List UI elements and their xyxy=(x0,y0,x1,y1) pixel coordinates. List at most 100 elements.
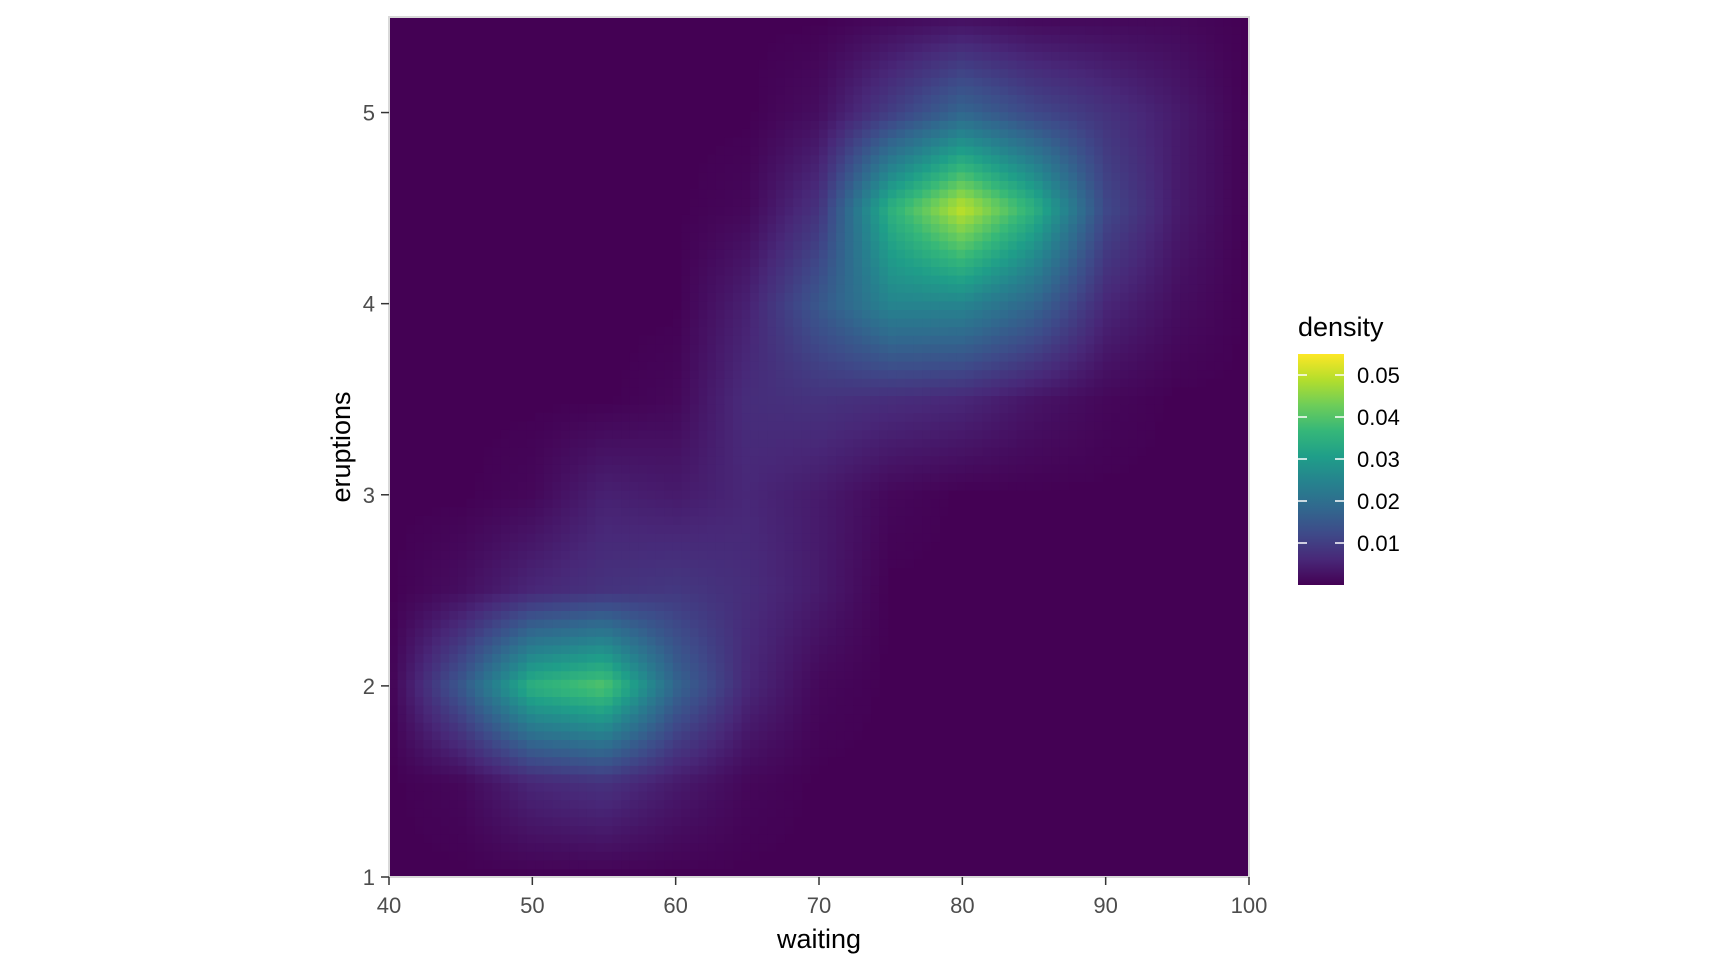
heatmap-cell xyxy=(483,653,493,663)
heatmap-cell xyxy=(1145,361,1155,371)
heatmap-cell xyxy=(862,154,872,164)
heatmap-cell xyxy=(1094,352,1104,362)
heatmap-cell xyxy=(1214,171,1224,181)
heatmap-cell xyxy=(750,447,760,457)
heatmap-cell xyxy=(1008,257,1018,267)
heatmap-cell xyxy=(483,730,493,740)
heatmap-cell xyxy=(707,326,717,336)
heatmap-cell xyxy=(801,653,811,663)
heatmap-cell xyxy=(578,705,588,715)
heatmap-cell xyxy=(853,292,863,302)
heatmap-cell xyxy=(715,627,725,637)
heatmap-cell xyxy=(862,214,872,224)
heatmap-cell xyxy=(629,550,639,560)
heatmap-cell xyxy=(905,275,915,285)
heatmap-cell xyxy=(776,627,786,637)
heatmap-cell xyxy=(819,481,829,491)
heatmap-cell xyxy=(561,799,571,809)
heatmap-cell xyxy=(483,842,493,852)
heatmap-cell xyxy=(1016,343,1026,353)
heatmap-cell xyxy=(509,601,519,611)
heatmap-cell xyxy=(999,429,1009,439)
heatmap-cell xyxy=(535,507,545,517)
heatmap-cell xyxy=(1128,455,1138,465)
heatmap-cell xyxy=(518,765,528,775)
heatmap-cell xyxy=(621,765,631,775)
heatmap-cell xyxy=(982,395,992,405)
heatmap-cell xyxy=(948,292,958,302)
heatmap-cell xyxy=(664,834,674,844)
heatmap-cell xyxy=(569,662,579,672)
heatmap-cell xyxy=(1016,180,1026,190)
heatmap-cell xyxy=(810,361,820,371)
heatmap-cell xyxy=(432,515,442,525)
heatmap-cell xyxy=(870,619,880,629)
heatmap-cell xyxy=(750,636,760,646)
heatmap-cell xyxy=(414,679,424,689)
heatmap-cell xyxy=(870,541,880,551)
heatmap-cell xyxy=(681,834,691,844)
heatmap-cell xyxy=(810,765,820,775)
heatmap-cell xyxy=(612,825,622,835)
heatmap-cell xyxy=(810,154,820,164)
heatmap-cell xyxy=(1231,189,1241,199)
heatmap-cell xyxy=(1145,197,1155,207)
heatmap-cell xyxy=(776,335,786,345)
heatmap-cell xyxy=(655,481,665,491)
heatmap-cell xyxy=(887,180,897,190)
heatmap-cell xyxy=(922,369,932,379)
heatmap-cell xyxy=(879,378,889,388)
heatmap-cell xyxy=(509,765,519,775)
heatmap-cell xyxy=(1145,318,1155,328)
heatmap-cell xyxy=(698,584,708,594)
heatmap-cell xyxy=(913,490,923,500)
heatmap-cell xyxy=(982,283,992,293)
heatmap-cell xyxy=(784,154,794,164)
heatmap-cell xyxy=(535,524,545,534)
heatmap-cell xyxy=(432,550,442,560)
heatmap-cell xyxy=(707,300,717,310)
heatmap-cell xyxy=(810,249,820,259)
heatmap-cell xyxy=(1016,292,1026,302)
heatmap-cell xyxy=(758,834,768,844)
heatmap-cell xyxy=(629,816,639,826)
heatmap-cell xyxy=(423,541,433,551)
heatmap-cell xyxy=(784,722,794,732)
heatmap-cell xyxy=(758,223,768,233)
heatmap-cell xyxy=(1163,232,1173,242)
heatmap-cell xyxy=(1068,464,1078,474)
heatmap-cell xyxy=(776,662,786,672)
heatmap-cell xyxy=(819,558,829,568)
heatmap-cell xyxy=(965,404,975,414)
heatmap-cell xyxy=(655,859,665,869)
heatmap-cell xyxy=(801,687,811,697)
heatmap-cell xyxy=(518,429,528,439)
heatmap-cell xyxy=(432,593,442,603)
heatmap-cell xyxy=(758,257,768,267)
heatmap-cell xyxy=(1188,189,1198,199)
heatmap-cell xyxy=(569,808,579,818)
heatmap-cell xyxy=(655,653,665,663)
heatmap-cell xyxy=(1240,189,1249,199)
heatmap-cell xyxy=(1051,214,1061,224)
heatmap-cell xyxy=(982,171,992,181)
heatmap-cell xyxy=(776,713,786,723)
heatmap-cell xyxy=(1145,335,1155,345)
heatmap-cell xyxy=(767,679,777,689)
heatmap-cell xyxy=(853,232,863,242)
heatmap-cell xyxy=(1145,283,1155,293)
heatmap-cell xyxy=(905,257,915,267)
heatmap-cell xyxy=(414,619,424,629)
heatmap-cell xyxy=(681,257,691,267)
heatmap-cell xyxy=(810,558,820,568)
heatmap-cell xyxy=(698,163,708,173)
heatmap-cell xyxy=(698,326,708,336)
heatmap-cell xyxy=(423,593,433,603)
heatmap-cell xyxy=(741,472,751,482)
heatmap-cell xyxy=(518,705,528,715)
heatmap-cell xyxy=(973,189,983,199)
heatmap-cell xyxy=(681,240,691,250)
heatmap-cell xyxy=(569,791,579,801)
heatmap-cell xyxy=(483,834,493,844)
heatmap-cell xyxy=(715,782,725,792)
